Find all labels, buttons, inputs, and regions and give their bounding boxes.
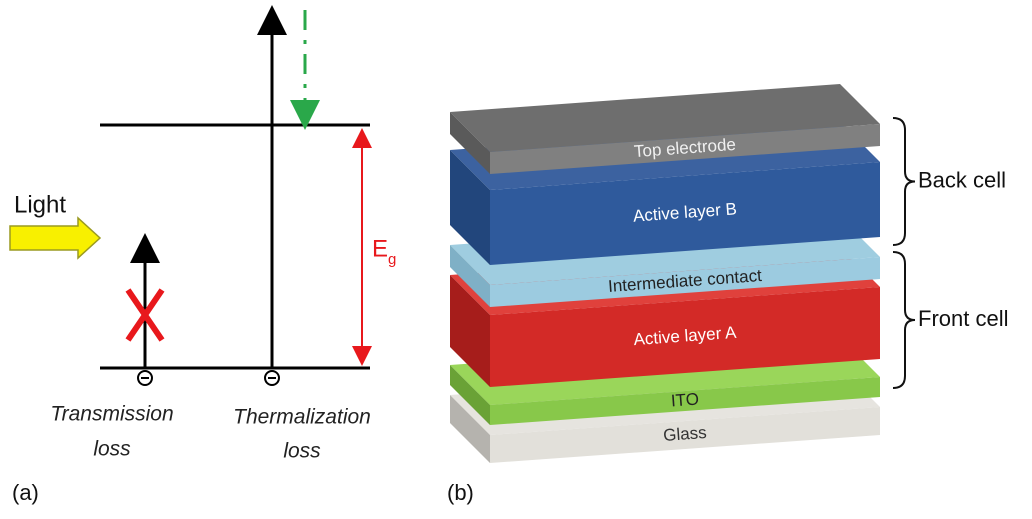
layer: Top electrode bbox=[450, 84, 880, 174]
layer-label: Glass bbox=[663, 423, 708, 445]
layer-side bbox=[450, 150, 490, 265]
group-label: Back cell bbox=[918, 167, 1006, 192]
layer-side bbox=[450, 245, 490, 307]
brace bbox=[892, 117, 916, 246]
layer-label: ITO bbox=[670, 390, 699, 411]
brace bbox=[892, 251, 916, 389]
layer-side bbox=[450, 275, 490, 387]
caption-line: Transmission bbox=[50, 403, 173, 426]
layer-front bbox=[490, 407, 880, 463]
layer-top bbox=[450, 84, 880, 152]
light-label: Light bbox=[14, 191, 66, 218]
layer-front bbox=[490, 162, 880, 265]
layer-front bbox=[490, 377, 880, 425]
layer-front bbox=[490, 257, 880, 307]
panel-label: (a) bbox=[12, 480, 39, 505]
caption-line: loss bbox=[93, 438, 131, 461]
layer-side bbox=[450, 365, 490, 425]
panel-label: (b) bbox=[447, 480, 474, 505]
panel-a: E g Light Transmission loss Thermalizati… bbox=[9, 5, 396, 505]
gap-symbol: E bbox=[372, 235, 388, 262]
blocked-cross bbox=[125, 288, 165, 342]
light-arrow bbox=[9, 216, 102, 260]
layer-side bbox=[450, 395, 490, 463]
gap-subscript: g bbox=[388, 251, 396, 268]
electrons bbox=[137, 370, 280, 386]
caption-line: loss bbox=[283, 440, 321, 463]
layer-side bbox=[450, 112, 490, 174]
layer-front bbox=[490, 124, 880, 174]
group-label: Front cell bbox=[918, 306, 1008, 331]
caption-line: Thermalization bbox=[233, 406, 371, 429]
layer-front bbox=[490, 287, 880, 387]
